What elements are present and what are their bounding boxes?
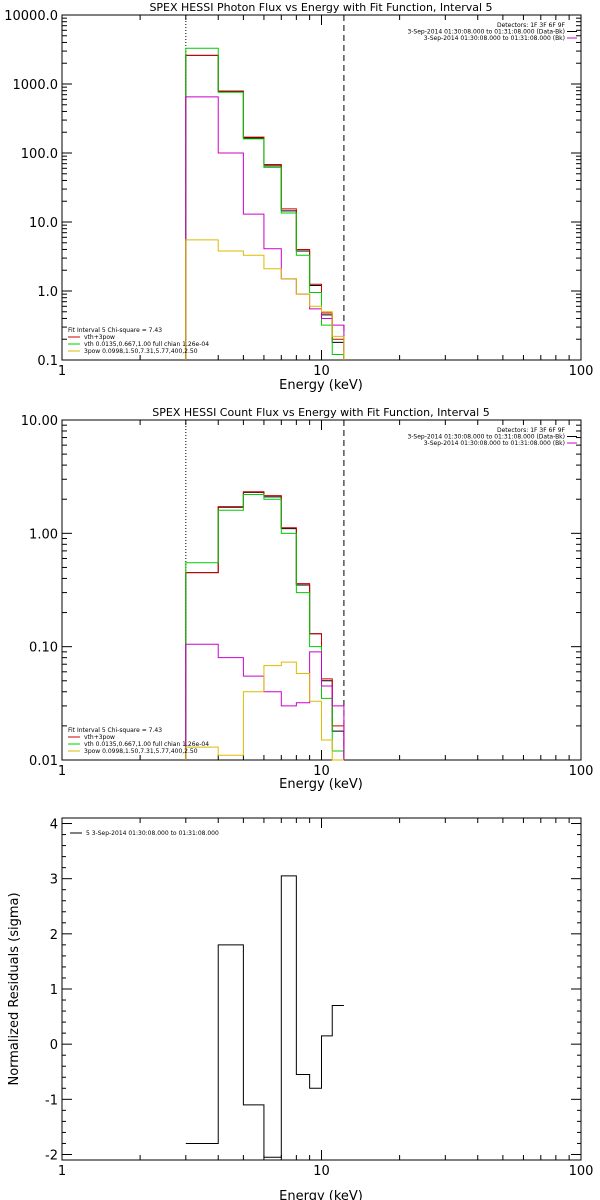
x-tick-label: 100 [569, 1164, 594, 1179]
y-tick-label: 10.0 [29, 216, 58, 231]
y-tick-label: 0.10 [29, 641, 58, 656]
residuals-ylabel: Normalized Residuals (sigma) [7, 892, 22, 1085]
legend-line: 3-Sep-2014 01:30:08.000 to 01:31:08.000 … [407, 29, 565, 36]
x-tick-label: 100 [569, 364, 594, 379]
y-tick-label: -2 [45, 1148, 58, 1163]
y-tick-label: 1000.0 [13, 78, 59, 93]
y-tick-label: 1.00 [29, 527, 58, 542]
legend-line: 3-Sep-2014 01:30:08.000 to 01:31:08.000 … [407, 434, 565, 441]
photon-flux-plot: 1 10 100 0.1 1.0 10.0 100.0 1000.0 10000.0 Detect… [4, 9, 593, 379]
y-tick-label: 2 [50, 928, 58, 943]
legend-line: Detectors: 1F 3F 6F 9F [497, 427, 566, 434]
fit-legend-line: vth+3pow [84, 334, 115, 341]
residuals-plot: 1 10 100 -2 -1 0 1 2 3 4 5 3-Sep-2014 01:30:08.000… [45, 818, 593, 1179]
legend-line: 3-Sep-2014 01:30:08.000 to 01:31:08.000 … [424, 440, 565, 447]
x-tick-label: 10 [313, 764, 330, 779]
count-flux-title: SPEX HESSI Count Flux vs Energy with Fit… [152, 406, 489, 419]
photon-flux-panel: SPEX HESSI Photon Flux vs Energy with Fi… [4, 1, 593, 393]
residuals-xlabel: Energy (keV) [279, 1189, 363, 1200]
legend-line: Detectors: 1F 3F 6F 9F [497, 22, 566, 29]
series-0-histogram [185, 491, 345, 760]
fit-legend-line: 3pow 0.0998,1.50,7.31,5.77,400,2.50 [84, 748, 198, 755]
series-3-histogram [185, 96, 345, 360]
y-tick-label: 1.0 [37, 285, 58, 300]
series-4-histogram [185, 661, 344, 761]
y-tick-label: 100.0 [21, 147, 58, 162]
fit-legend-line: vth+3pow [84, 734, 115, 741]
legend-line: 5 3-Sep-2014 01:30:08.000 to 01:31:08.00… [86, 830, 219, 837]
fit-legend-line: 3pow 0.0998,1.50,7.31,5.77,400,2.50 [84, 348, 198, 355]
x-tick-label: 1 [58, 364, 66, 379]
fit-legend-line: vth 0.0135,0.667,1.00 full chian 1.26e-0… [84, 341, 209, 348]
y-tick-label: 4 [50, 818, 58, 833]
fit-legend-line: vth 0.0135,0.667,1.00 full chian 1.26e-0… [84, 741, 209, 748]
count-flux-xlabel: Energy (keV) [279, 777, 363, 792]
photon-flux-xlabel: Energy (keV) [279, 378, 363, 393]
fit-legend-header: Fit Interval 5 Chi-square = 7.43 [68, 327, 162, 334]
x-tick-label: 100 [569, 764, 594, 779]
series-1-histogram [185, 54, 345, 360]
series-3-histogram [185, 643, 345, 760]
x-tick-label: 10 [313, 364, 330, 379]
y-tick-label: 10.00 [21, 414, 58, 429]
residuals-panel: 1 10 100 -2 -1 0 1 2 3 4 5 3-Sep-2014 01:30:08.000… [7, 817, 593, 1200]
series-0-histogram [185, 875, 344, 1158]
x-tick-label: 10 [313, 1164, 330, 1179]
x-tick-label: 1 [58, 764, 66, 779]
photon-flux-title: SPEX HESSI Photon Flux vs Energy with Fi… [149, 1, 492, 14]
count-flux-panel: SPEX HESSI Count Flux vs Energy with Fit… [21, 406, 594, 792]
series-0-histogram [185, 54, 345, 360]
x-tick-label: 1 [58, 1164, 66, 1179]
y-tick-label: 0.1 [37, 354, 58, 369]
legend-line: 3-Sep-2014 01:30:08.000 to 01:31:08.000 … [424, 35, 565, 42]
fit-legend-header: Fit Interval 5 Chi-square = 7.43 [68, 727, 162, 734]
y-tick-label: 10000.0 [4, 9, 58, 24]
y-tick-label: 3 [50, 873, 58, 888]
series-2-histogram [185, 494, 345, 760]
series-2-histogram [185, 47, 345, 360]
series-1-histogram [185, 491, 345, 760]
y-tick-label: 1 [50, 983, 58, 998]
y-tick-label: 0.01 [29, 754, 58, 769]
residuals-frame [61, 817, 582, 1161]
y-tick-label: 0 [50, 1038, 58, 1053]
count-flux-plot: 1 10 100 0.01 0.10 1.00 10.00 Detectors: 1F 3F … [21, 414, 594, 779]
y-tick-label: -1 [45, 1093, 58, 1108]
series-4-histogram [185, 239, 345, 360]
